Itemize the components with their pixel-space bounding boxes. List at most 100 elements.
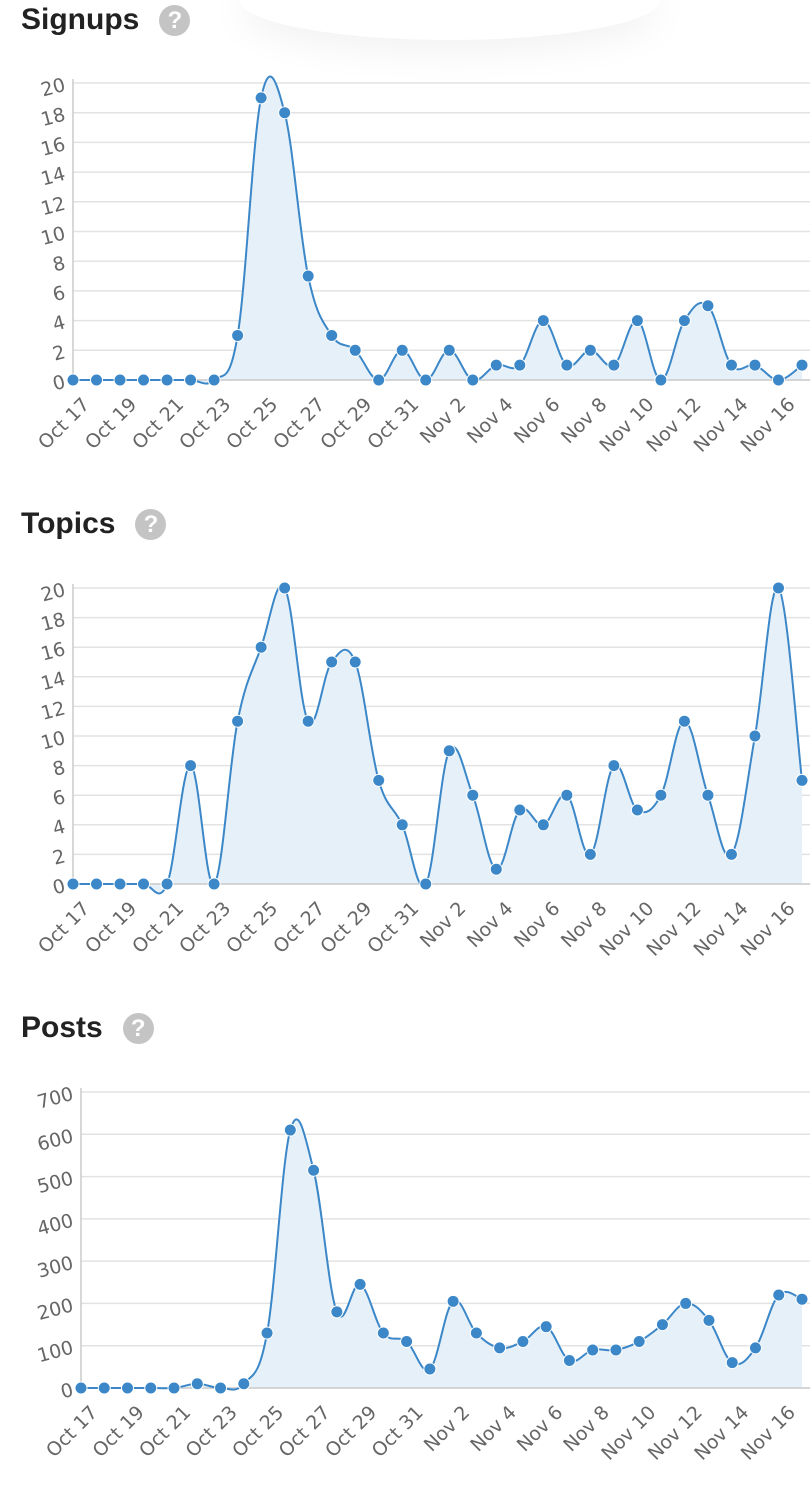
signups-data-point[interactable] xyxy=(513,358,527,372)
topics-data-point[interactable] xyxy=(583,847,597,861)
topics-data-point[interactable] xyxy=(724,847,738,861)
topics-data-point[interactable] xyxy=(442,744,456,758)
posts-help-icon[interactable]: ? xyxy=(122,1012,154,1044)
posts-data-point[interactable] xyxy=(493,1341,507,1355)
topics-data-point[interactable] xyxy=(607,759,621,773)
topics-data-point[interactable] xyxy=(184,759,198,773)
posts-data-point[interactable] xyxy=(307,1163,321,1177)
topics-data-point[interactable] xyxy=(231,714,245,728)
signups-data-point[interactable] xyxy=(419,373,433,387)
signups-data-point[interactable] xyxy=(395,343,409,357)
topics-data-point[interactable] xyxy=(795,773,809,787)
topics-y-tick-label: 2 xyxy=(50,845,67,869)
topics-data-point[interactable] xyxy=(489,862,503,876)
signups-data-point[interactable] xyxy=(160,373,174,387)
topics-data-point[interactable] xyxy=(771,581,785,595)
posts-data-point[interactable] xyxy=(655,1318,669,1332)
posts-data-point[interactable] xyxy=(423,1362,437,1376)
posts-data-point[interactable] xyxy=(283,1123,297,1137)
signups-data-point[interactable] xyxy=(724,358,738,372)
posts-data-point[interactable] xyxy=(679,1296,693,1310)
topics-data-point[interactable] xyxy=(90,877,104,891)
topics-data-point[interactable] xyxy=(207,877,221,891)
signups-data-point[interactable] xyxy=(348,343,362,357)
signups-data-point[interactable] xyxy=(466,373,480,387)
signups-data-point[interactable] xyxy=(654,373,668,387)
posts-data-point[interactable] xyxy=(97,1381,111,1395)
topics-data-point[interactable] xyxy=(325,655,339,669)
posts-data-point[interactable] xyxy=(562,1354,576,1368)
posts-data-point[interactable] xyxy=(144,1381,158,1395)
topics-data-point[interactable] xyxy=(748,729,762,743)
posts-data-point[interactable] xyxy=(190,1377,204,1391)
topics-data-point[interactable] xyxy=(677,714,691,728)
topics-data-point[interactable] xyxy=(254,640,268,654)
signups-data-point[interactable] xyxy=(489,358,503,372)
signups-data-point[interactable] xyxy=(630,314,644,328)
signups-data-point[interactable] xyxy=(560,358,574,372)
posts-data-point[interactable] xyxy=(516,1334,530,1348)
posts-data-point[interactable] xyxy=(795,1292,809,1306)
posts-data-point[interactable] xyxy=(469,1326,483,1340)
posts-data-point[interactable] xyxy=(586,1343,600,1357)
signups-data-point[interactable] xyxy=(701,299,715,313)
posts-data-point[interactable] xyxy=(725,1356,739,1370)
posts-data-point[interactable] xyxy=(74,1381,88,1395)
topics-data-point[interactable] xyxy=(278,581,292,595)
topics-data-point[interactable] xyxy=(654,788,668,802)
topics-data-point[interactable] xyxy=(560,788,574,802)
posts-data-point[interactable] xyxy=(121,1381,135,1395)
topics-data-point[interactable] xyxy=(160,877,174,891)
signups-help-icon[interactable]: ? xyxy=(159,4,191,36)
posts-data-point[interactable] xyxy=(330,1305,344,1319)
posts-data-point[interactable] xyxy=(353,1277,367,1291)
topics-data-point[interactable] xyxy=(301,714,315,728)
posts-data-point[interactable] xyxy=(609,1343,623,1357)
signups-data-point[interactable] xyxy=(113,373,127,387)
posts-data-point[interactable] xyxy=(260,1326,274,1340)
signups-data-point[interactable] xyxy=(795,358,809,372)
signups-data-point[interactable] xyxy=(372,373,386,387)
posts-data-point[interactable] xyxy=(702,1313,716,1327)
topics-data-point[interactable] xyxy=(137,877,151,891)
topics-data-point[interactable] xyxy=(536,818,550,832)
topics-data-point[interactable] xyxy=(513,803,527,817)
topics-data-point[interactable] xyxy=(701,788,715,802)
signups-data-point[interactable] xyxy=(748,358,762,372)
signups-data-point[interactable] xyxy=(583,343,597,357)
topics-data-point[interactable] xyxy=(66,877,80,891)
signups-data-point[interactable] xyxy=(771,373,785,387)
signups-data-point[interactable] xyxy=(254,91,268,105)
signups-data-point[interactable] xyxy=(677,314,691,328)
signups-data-point[interactable] xyxy=(231,328,245,342)
posts-data-point[interactable] xyxy=(167,1381,181,1395)
signups-data-point[interactable] xyxy=(278,106,292,120)
posts-data-point[interactable] xyxy=(400,1334,414,1348)
posts-data-point[interactable] xyxy=(214,1381,228,1395)
topics-help-icon[interactable]: ? xyxy=(135,508,167,540)
posts-data-point[interactable] xyxy=(237,1377,251,1391)
topics-data-point[interactable] xyxy=(466,788,480,802)
posts-data-point[interactable] xyxy=(376,1326,390,1340)
signups-data-point[interactable] xyxy=(66,373,80,387)
signups-data-point[interactable] xyxy=(207,373,221,387)
signups-data-point[interactable] xyxy=(442,343,456,357)
topics-data-point[interactable] xyxy=(372,773,386,787)
topics-data-point[interactable] xyxy=(630,803,644,817)
posts-data-point[interactable] xyxy=(772,1288,786,1302)
signups-data-point[interactable] xyxy=(536,314,550,328)
topics-data-point[interactable] xyxy=(348,655,362,669)
signups-data-point[interactable] xyxy=(607,358,621,372)
posts-data-point[interactable] xyxy=(446,1294,460,1308)
topics-data-point[interactable] xyxy=(113,877,127,891)
posts-data-point[interactable] xyxy=(748,1341,762,1355)
signups-data-point[interactable] xyxy=(184,373,198,387)
signups-data-point[interactable] xyxy=(137,373,151,387)
signups-data-point[interactable] xyxy=(325,328,339,342)
topics-data-point[interactable] xyxy=(395,818,409,832)
signups-data-point[interactable] xyxy=(90,373,104,387)
signups-data-point[interactable] xyxy=(301,269,315,283)
posts-data-point[interactable] xyxy=(632,1334,646,1348)
topics-data-point[interactable] xyxy=(419,877,433,891)
posts-data-point[interactable] xyxy=(539,1320,553,1334)
